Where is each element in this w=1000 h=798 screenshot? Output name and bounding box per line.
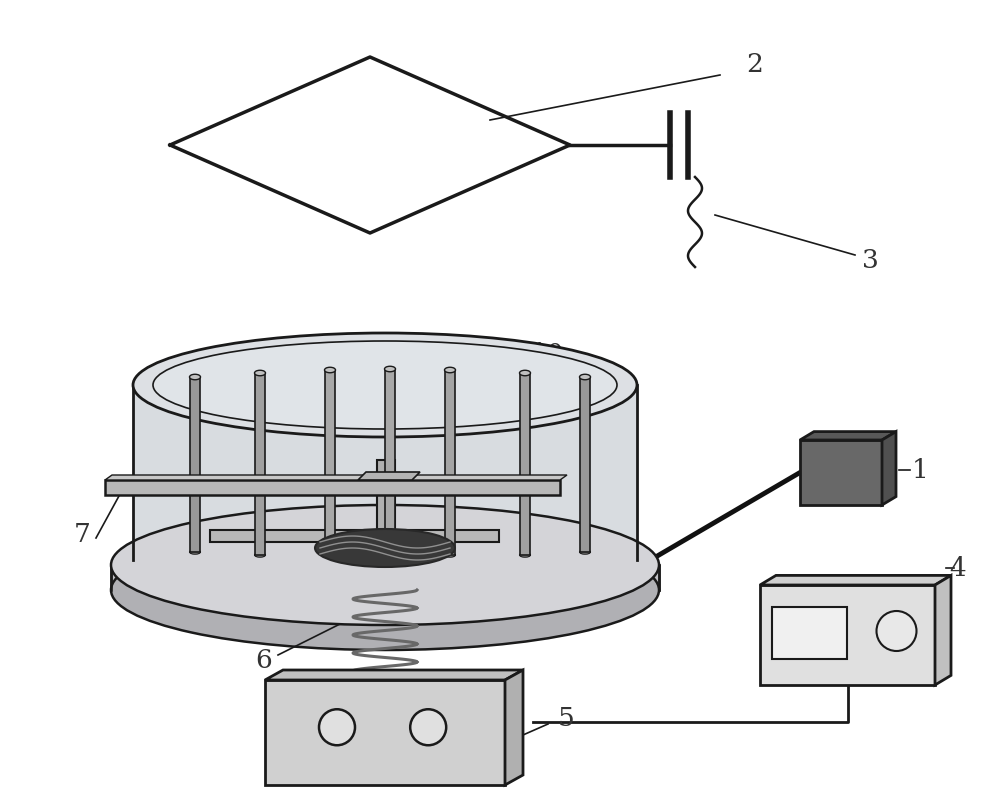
FancyBboxPatch shape xyxy=(760,585,935,685)
Polygon shape xyxy=(580,377,590,552)
Text: 10: 10 xyxy=(531,342,565,368)
Ellipse shape xyxy=(133,508,637,612)
Ellipse shape xyxy=(153,341,617,429)
Circle shape xyxy=(876,611,916,651)
Text: 4: 4 xyxy=(950,555,966,580)
Ellipse shape xyxy=(444,553,456,557)
Ellipse shape xyxy=(384,366,396,372)
Polygon shape xyxy=(265,670,523,680)
FancyBboxPatch shape xyxy=(772,607,847,659)
Ellipse shape xyxy=(384,553,396,557)
Polygon shape xyxy=(325,370,335,555)
Text: 6: 6 xyxy=(256,647,272,673)
Ellipse shape xyxy=(254,370,266,376)
Ellipse shape xyxy=(580,374,590,380)
FancyBboxPatch shape xyxy=(265,680,505,785)
Polygon shape xyxy=(377,460,395,542)
Polygon shape xyxy=(111,565,659,590)
FancyBboxPatch shape xyxy=(800,440,882,505)
Polygon shape xyxy=(760,575,951,585)
Ellipse shape xyxy=(580,550,590,554)
Polygon shape xyxy=(190,377,200,552)
Polygon shape xyxy=(445,370,455,555)
Circle shape xyxy=(410,709,446,745)
Ellipse shape xyxy=(520,370,530,376)
Polygon shape xyxy=(505,670,523,785)
Ellipse shape xyxy=(315,529,455,567)
Text: 5: 5 xyxy=(558,705,574,730)
Ellipse shape xyxy=(324,367,336,373)
Ellipse shape xyxy=(133,333,637,437)
Polygon shape xyxy=(133,385,637,560)
Text: 2: 2 xyxy=(747,53,763,77)
Polygon shape xyxy=(882,432,896,505)
Text: 8: 8 xyxy=(260,338,276,362)
Ellipse shape xyxy=(324,553,336,557)
Polygon shape xyxy=(385,369,395,555)
Polygon shape xyxy=(210,530,499,542)
Text: 9: 9 xyxy=(407,338,423,362)
Ellipse shape xyxy=(190,550,200,554)
Polygon shape xyxy=(255,373,265,555)
Ellipse shape xyxy=(111,530,659,650)
Ellipse shape xyxy=(254,553,266,557)
Polygon shape xyxy=(358,472,420,480)
Text: 1: 1 xyxy=(912,457,928,483)
Polygon shape xyxy=(105,480,560,495)
Text: 7: 7 xyxy=(74,523,90,547)
Polygon shape xyxy=(105,475,567,480)
Text: 3: 3 xyxy=(862,247,878,272)
Ellipse shape xyxy=(444,367,456,373)
Polygon shape xyxy=(935,575,951,685)
Ellipse shape xyxy=(111,505,659,625)
Circle shape xyxy=(319,709,355,745)
Ellipse shape xyxy=(520,553,530,557)
Polygon shape xyxy=(520,373,530,555)
Polygon shape xyxy=(800,432,896,440)
Ellipse shape xyxy=(190,374,200,380)
